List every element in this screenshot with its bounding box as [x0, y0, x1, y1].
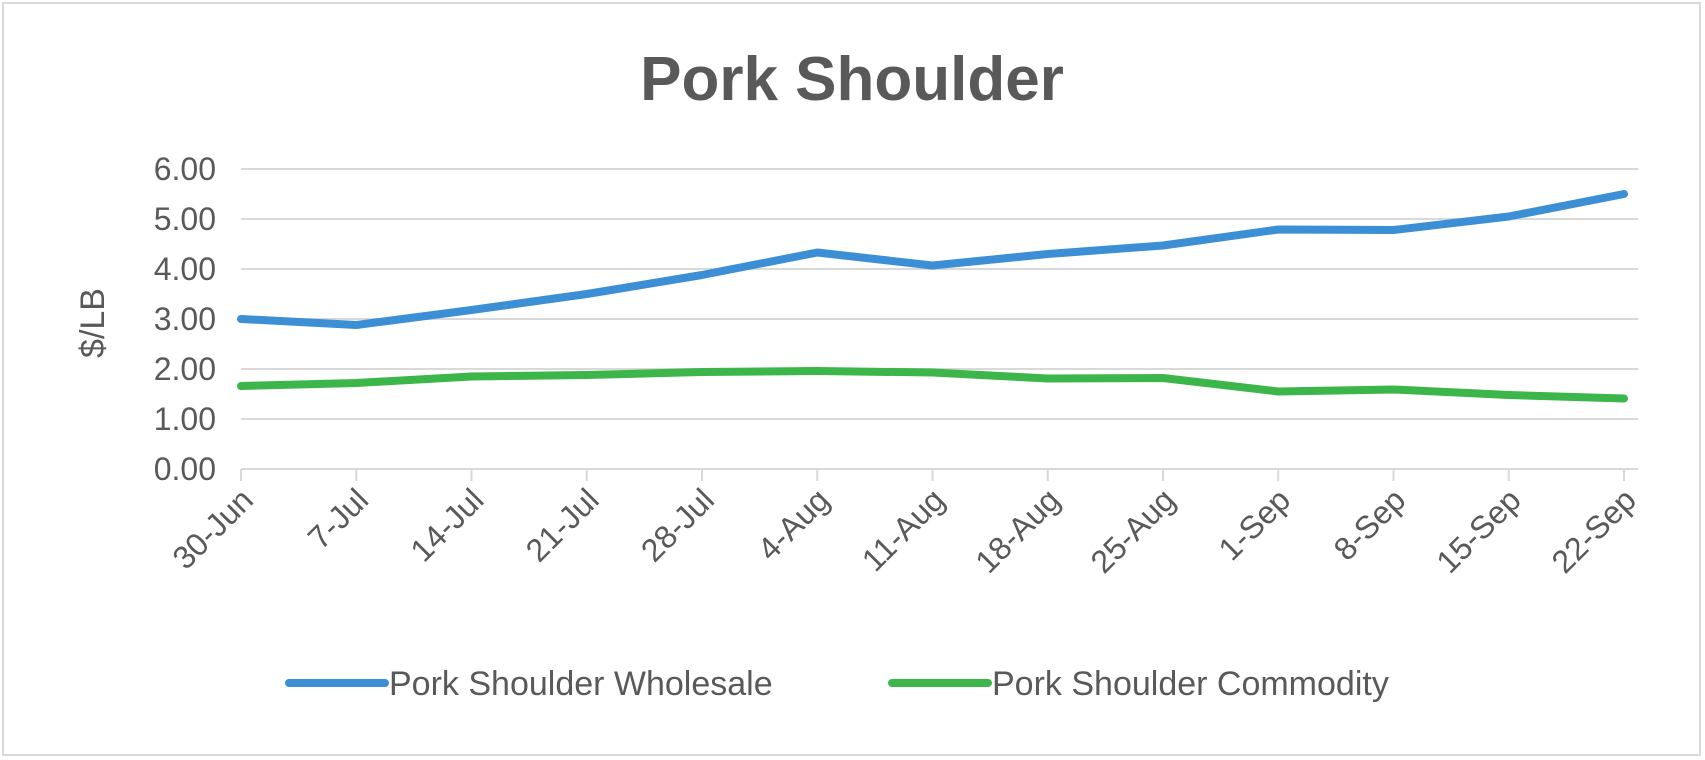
y-tick-label: 3.00 [154, 301, 216, 337]
x-tick-label: 21-Jul [519, 481, 606, 568]
y-tick-labels: 0.00 1.00 2.00 3.00 4.00 5.00 6.00 [154, 151, 216, 487]
y-tick-label: 1.00 [154, 401, 216, 437]
y-tick-label: 5.00 [154, 201, 216, 237]
y-tick-label: 2.00 [154, 351, 216, 387]
x-tick-label: 4-Aug [750, 481, 836, 567]
x-tick-label: 8-Sep [1327, 481, 1413, 567]
series-lines [237, 190, 1628, 403]
y-tick-label: 6.00 [154, 151, 216, 187]
x-tick-label: 1-Sep [1211, 481, 1297, 567]
x-tick-label: 22-Sep [1545, 481, 1643, 579]
x-tick-label: 30-Jun [165, 481, 260, 576]
legend-label-1: Pork Shoulder Wholesale [389, 665, 773, 703]
gridlines [241, 168, 1638, 420]
x-tick-label: 11-Aug [855, 481, 952, 578]
x-tick-labels: 30-Jun 7-Jul 14-Jul 21-Jul 28-Jul 4-Aug 11-Aug… [165, 481, 1643, 579]
x-tick-label: 7-Jul [301, 481, 376, 556]
x-tick-label: 15-Sep [1429, 481, 1527, 579]
series-line-1 [237, 190, 1628, 329]
chart-title: Pork Shoulder [640, 45, 1064, 114]
y-tick-label: 0.00 [154, 451, 216, 487]
y-axis-label: $/LB [74, 288, 112, 358]
legend-label-2: Pork Shoulder Commodity [992, 665, 1389, 703]
y-tick-label: 4.00 [154, 251, 216, 287]
x-tick-label: 18-Aug [968, 481, 1066, 579]
series-line-2 [237, 367, 1628, 403]
x-tick-label: 14-Jul [403, 481, 490, 568]
x-tick-label: 28-Jul [634, 481, 721, 568]
legend: Pork Shoulder Wholesale Pork Shoulder Com… [285, 665, 1389, 703]
x-tick-label: 25-Aug [1084, 481, 1182, 579]
x-axis [240, 468, 1638, 481]
